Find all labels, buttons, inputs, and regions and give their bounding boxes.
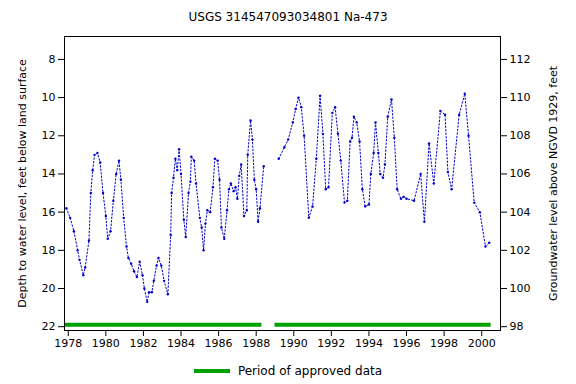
svg-text:1984: 1984	[167, 337, 195, 350]
svg-text:1986: 1986	[205, 337, 233, 350]
html-text:USGS 314547093034801 Na-473: USGS 314547093034801 Na-473	[188, 10, 388, 24]
svg-text:1988: 1988	[242, 337, 270, 350]
svg-text:108: 108	[510, 129, 531, 142]
svg-text:98: 98	[510, 320, 524, 333]
svg-text:1978: 1978	[54, 337, 82, 350]
svg-text:100: 100	[510, 282, 531, 295]
svg-text:1982: 1982	[129, 337, 157, 350]
svg-text:Depth to water level, feet bel: Depth to water level, feet below land su…	[16, 59, 29, 308]
svg-text:106: 106	[510, 167, 531, 180]
svg-text:112: 112	[510, 53, 531, 66]
svg-text:18: 18	[42, 244, 56, 257]
svg-text:20: 20	[42, 282, 56, 295]
svg-text:16: 16	[42, 206, 56, 219]
svg-text:1980: 1980	[92, 337, 120, 350]
svg-text:1996: 1996	[393, 337, 421, 350]
svg-text:12: 12	[42, 129, 56, 142]
svg-text:10: 10	[42, 91, 56, 104]
svg-text:110: 110	[510, 91, 531, 104]
svg-text:102: 102	[510, 244, 531, 257]
html-text:Period of approved data: Period of approved data	[237, 364, 383, 378]
svg-text:8: 8	[49, 53, 56, 66]
svg-text:1994: 1994	[355, 337, 383, 350]
svg-text:1990: 1990	[280, 337, 308, 350]
svg-text:1992: 1992	[317, 337, 345, 350]
svg-text:1998: 1998	[430, 337, 458, 350]
svg-text:Groundwater level above NGVD 1: Groundwater level above NGVD 1929, feet	[547, 65, 560, 301]
svg-text:22: 22	[42, 320, 56, 333]
svg-text:2000: 2000	[468, 337, 496, 350]
svg-text:14: 14	[42, 167, 56, 180]
svg-text:104: 104	[510, 206, 531, 219]
